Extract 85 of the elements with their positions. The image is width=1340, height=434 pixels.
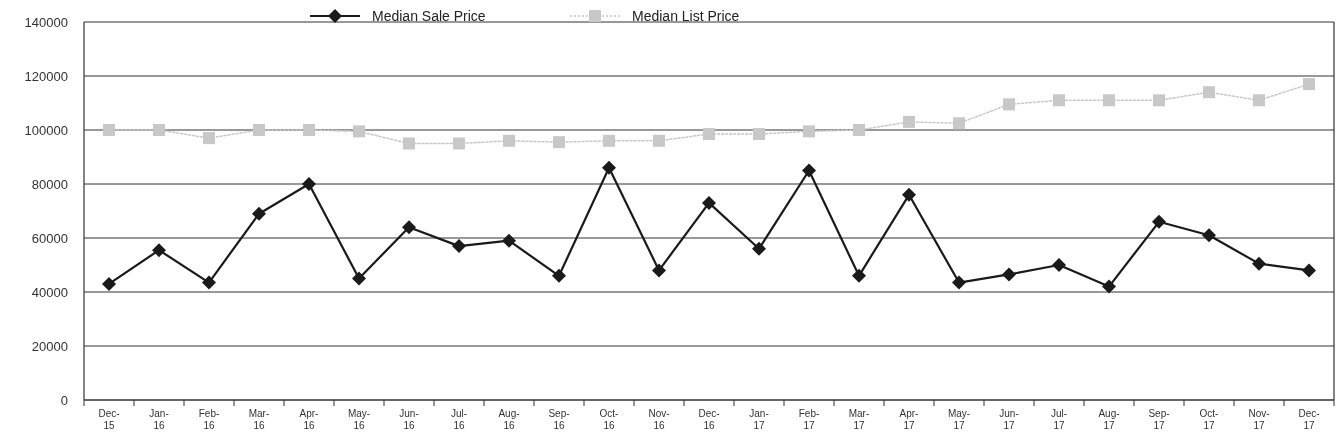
point (553, 136, 565, 149)
x-tick-label: Apr-16 (299, 408, 319, 431)
point (1052, 258, 1066, 272)
point (502, 233, 516, 248)
point (853, 124, 865, 136)
point (703, 128, 715, 141)
legend-label: Median Sale Price (372, 7, 486, 24)
legend-label: Median List Price (632, 7, 740, 24)
point (202, 275, 216, 290)
x-tick-label: Sep-17 (1148, 408, 1170, 431)
x-tick-label: Feb-16 (198, 408, 220, 431)
x-tick-label: Dec-15 (98, 408, 120, 431)
x-tick-label: Jan-16 (149, 408, 169, 431)
point (403, 137, 415, 150)
point (1152, 214, 1166, 229)
x-tick-label: Mar-17 (848, 408, 870, 431)
point (302, 177, 316, 191)
y-tick-label: 0 (60, 392, 68, 408)
y-tick-label: 60000 (31, 230, 68, 246)
y-tick-label: 20000 (31, 338, 68, 354)
point (153, 124, 165, 136)
x-tick-label: Nov-16 (648, 408, 670, 431)
point (102, 276, 116, 291)
point (603, 134, 615, 147)
point (902, 187, 916, 202)
x-tick-label: May-17 (947, 408, 971, 431)
y-tick-label: 80000 (31, 176, 68, 192)
point (103, 124, 115, 136)
y-tick-label: 40000 (31, 284, 68, 300)
point (353, 125, 365, 138)
x-tick-label: Dec-17 (1298, 408, 1320, 431)
x-tick-label: Jul-17 (1050, 408, 1068, 431)
x-tick-label: Nov-17 (1248, 408, 1270, 431)
point (652, 263, 666, 278)
x-tick-label: Mar-16 (248, 408, 270, 431)
point (753, 128, 765, 141)
point (1252, 256, 1266, 271)
point (252, 206, 266, 221)
x-tick-label: Jun-17 (999, 408, 1019, 431)
x-tick-label: Aug-16 (498, 408, 520, 431)
point (352, 271, 366, 286)
point (552, 268, 566, 283)
point (1253, 94, 1265, 107)
point (303, 124, 315, 136)
x-tick-label: May-16 (347, 408, 371, 431)
point (1303, 78, 1315, 91)
point (1203, 86, 1215, 99)
point (952, 275, 966, 290)
y-tick-label: 100000 (24, 122, 68, 138)
point (1102, 279, 1116, 294)
x-tick-label: Apr-17 (899, 408, 919, 431)
point (1053, 94, 1065, 107)
y-tick-label: 120000 (24, 68, 68, 84)
x-tick-label: Jan-17 (749, 408, 769, 431)
point (253, 124, 265, 136)
point (802, 163, 816, 178)
point (852, 268, 866, 283)
point (453, 137, 465, 150)
x-tick-label: Feb-17 (798, 408, 820, 431)
point (1302, 263, 1316, 278)
point (1103, 94, 1115, 107)
x-tick-label: Aug-17 (1098, 408, 1120, 431)
x-tick-label: Oct-16 (599, 408, 619, 431)
x-tick-label: Jun-16 (399, 408, 419, 431)
point (203, 132, 215, 145)
point (1153, 94, 1165, 107)
point (1202, 228, 1216, 243)
point (1002, 267, 1016, 282)
point (152, 243, 166, 258)
y-tick-label: 140000 (24, 14, 68, 30)
point (803, 125, 815, 138)
point (1003, 98, 1015, 111)
x-tick-label: Oct-17 (1199, 408, 1219, 431)
x-tick-label: Sep-16 (548, 408, 570, 431)
point (402, 220, 416, 235)
x-tick-label: Jul-16 (450, 408, 468, 431)
x-tick-label: Dec-16 (698, 408, 720, 431)
point (752, 241, 766, 256)
point (503, 134, 515, 147)
point (903, 115, 915, 128)
point (653, 134, 665, 147)
point (452, 239, 466, 254)
point (953, 117, 965, 130)
point (602, 160, 616, 175)
point (702, 195, 716, 210)
